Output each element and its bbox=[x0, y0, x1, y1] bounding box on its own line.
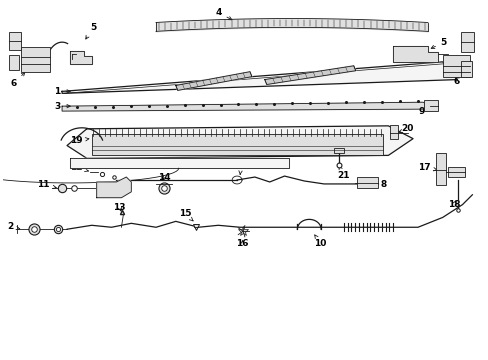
Polygon shape bbox=[67, 126, 412, 158]
Bar bbox=[389, 125, 397, 139]
Text: 12: 12 bbox=[70, 163, 88, 172]
Bar bbox=[423, 100, 437, 111]
Polygon shape bbox=[392, 46, 437, 62]
Polygon shape bbox=[264, 66, 355, 85]
Polygon shape bbox=[62, 62, 457, 93]
Bar bbox=[20, 47, 50, 72]
Bar bbox=[460, 32, 473, 52]
Text: 5: 5 bbox=[430, 38, 446, 48]
Text: 13: 13 bbox=[113, 203, 126, 212]
Text: 18: 18 bbox=[447, 200, 459, 209]
Text: 2: 2 bbox=[8, 222, 20, 231]
Text: 15: 15 bbox=[179, 209, 193, 221]
Bar bbox=[442, 55, 469, 77]
Polygon shape bbox=[70, 51, 92, 64]
Text: 6: 6 bbox=[11, 72, 25, 88]
Polygon shape bbox=[97, 177, 131, 198]
Bar bbox=[92, 134, 383, 156]
Text: 11: 11 bbox=[37, 180, 56, 189]
Polygon shape bbox=[175, 72, 251, 90]
Bar bbox=[9, 32, 20, 50]
Text: 5: 5 bbox=[85, 23, 96, 39]
Text: 4: 4 bbox=[215, 8, 231, 20]
Polygon shape bbox=[70, 158, 289, 168]
Text: 19: 19 bbox=[70, 136, 89, 145]
Bar bbox=[9, 55, 19, 70]
Text: 14: 14 bbox=[158, 172, 170, 181]
Text: 3: 3 bbox=[54, 102, 70, 111]
Text: 21: 21 bbox=[336, 165, 349, 180]
Text: 6: 6 bbox=[453, 71, 459, 86]
Polygon shape bbox=[62, 102, 429, 111]
Bar bbox=[356, 177, 378, 188]
Bar bbox=[447, 167, 465, 177]
Bar bbox=[333, 148, 343, 153]
Text: 10: 10 bbox=[314, 235, 326, 248]
Text: 8: 8 bbox=[371, 180, 386, 189]
Text: 9: 9 bbox=[417, 106, 429, 116]
Text: 20: 20 bbox=[398, 124, 413, 133]
Text: 7: 7 bbox=[238, 160, 244, 175]
Text: 16: 16 bbox=[236, 239, 248, 248]
Bar bbox=[435, 153, 445, 185]
Text: 17: 17 bbox=[417, 163, 436, 172]
Text: 1: 1 bbox=[54, 87, 70, 96]
Bar bbox=[460, 61, 471, 77]
